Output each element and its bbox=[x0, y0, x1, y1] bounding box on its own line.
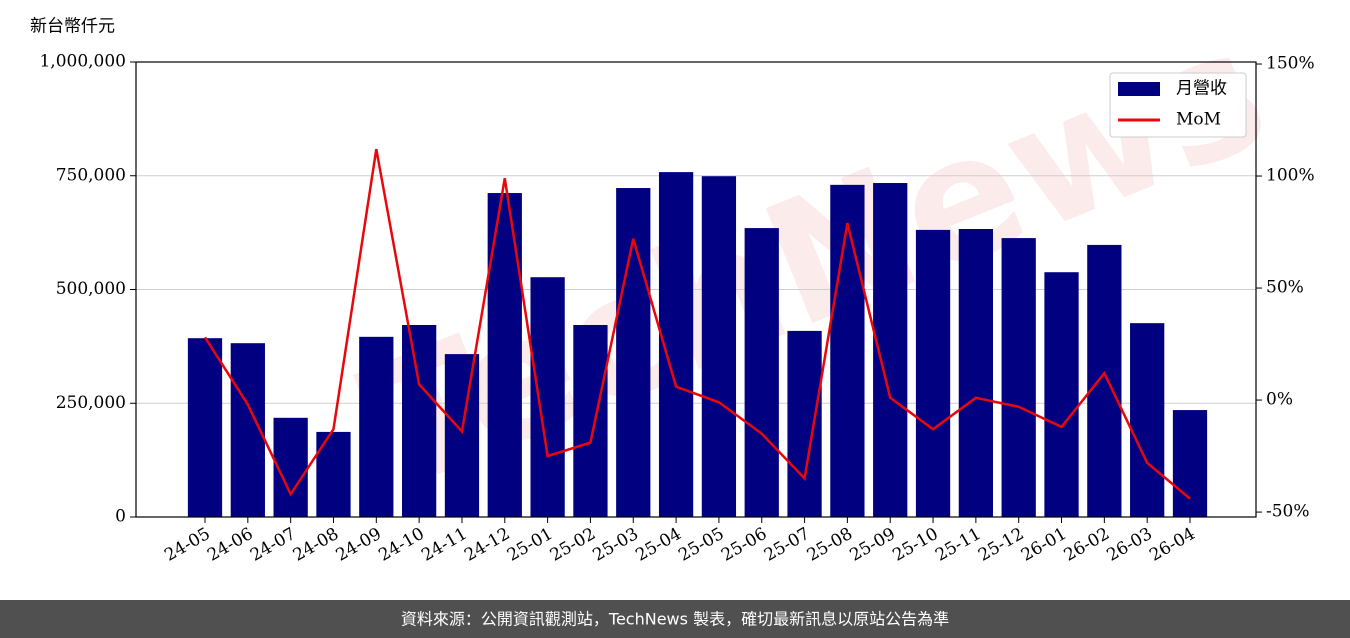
bar bbox=[1044, 272, 1079, 517]
bar bbox=[487, 193, 522, 518]
x-tick-label: 25-06 bbox=[718, 524, 770, 566]
bar bbox=[958, 228, 993, 518]
bar bbox=[444, 354, 480, 517]
bar bbox=[1172, 410, 1208, 517]
x-tick-label: 26-01 bbox=[1018, 524, 1070, 566]
bar bbox=[530, 277, 565, 517]
footer-bar bbox=[0, 600, 1350, 638]
x-tick-label: 25-12 bbox=[975, 524, 1027, 566]
bar bbox=[1087, 244, 1122, 517]
x-tick-label: 26-03 bbox=[1103, 524, 1155, 566]
bar bbox=[1130, 323, 1165, 517]
y-tick-label: 0 bbox=[115, 507, 126, 527]
x-tick-label: 25-08 bbox=[804, 524, 856, 566]
x-tick-label: 25-02 bbox=[547, 524, 599, 566]
bar bbox=[1001, 238, 1036, 517]
x-tick-label: 24-09 bbox=[333, 524, 385, 566]
y-tick-label: 250,000 bbox=[56, 393, 126, 413]
bar bbox=[359, 336, 394, 517]
x-tick-label: 24-11 bbox=[418, 524, 470, 566]
y-axis-label: 新台幣仟元 bbox=[30, 17, 115, 37]
x-tick-label: 25-01 bbox=[504, 524, 556, 566]
legend-swatch bbox=[1118, 82, 1160, 96]
x-tick-label: 24-12 bbox=[461, 524, 513, 566]
bar bbox=[616, 188, 651, 517]
x-tick-label: 24-07 bbox=[247, 524, 299, 566]
line bbox=[203, 148, 1191, 500]
x-tick-label: 24-05 bbox=[161, 524, 213, 566]
bar bbox=[187, 338, 223, 517]
bar bbox=[787, 330, 822, 517]
x-tick-label: 25-11 bbox=[932, 524, 984, 566]
x-tick-label: 24-06 bbox=[204, 524, 256, 566]
bar bbox=[744, 228, 779, 517]
x-tick-label: 25-05 bbox=[675, 524, 727, 566]
legend-label: 月營收 bbox=[1176, 79, 1227, 99]
bar bbox=[701, 176, 737, 517]
x-tick-label: 26-04 bbox=[1146, 524, 1198, 566]
legend-label: MoM bbox=[1176, 110, 1221, 130]
bar bbox=[402, 324, 437, 517]
bar bbox=[316, 431, 351, 517]
x-tick-label: 24-08 bbox=[290, 524, 342, 566]
footer-text: 資料來源：公開資訊觀測站，TechNews 製表，確切最新訊息以原站公告為準 bbox=[401, 610, 949, 629]
x-tick-label: 24-10 bbox=[375, 524, 427, 566]
x-tick-label: 25-09 bbox=[847, 524, 899, 566]
y2-tick-label: -50% bbox=[1266, 502, 1310, 522]
bar bbox=[915, 229, 951, 517]
y2-tick-label: 0% bbox=[1266, 390, 1293, 410]
y-tick-label: 1,000,000 bbox=[39, 52, 126, 72]
y2-tick-label: 150% bbox=[1266, 54, 1315, 74]
y-tick-label: 750,000 bbox=[56, 165, 126, 185]
x-tick-label: 26-02 bbox=[1061, 524, 1113, 566]
y-tick-label: 500,000 bbox=[56, 279, 126, 299]
bar bbox=[573, 324, 608, 517]
x-tick-label: 25-04 bbox=[632, 524, 684, 566]
y2-tick-label: 50% bbox=[1266, 278, 1304, 298]
plot-frame bbox=[135, 61, 1257, 518]
bar bbox=[830, 184, 865, 517]
y2-tick-label: 100% bbox=[1266, 166, 1315, 186]
x-tick-label: 25-10 bbox=[889, 524, 941, 566]
x-tick-label: 25-07 bbox=[761, 524, 813, 566]
x-tick-label: 25-03 bbox=[590, 524, 642, 566]
